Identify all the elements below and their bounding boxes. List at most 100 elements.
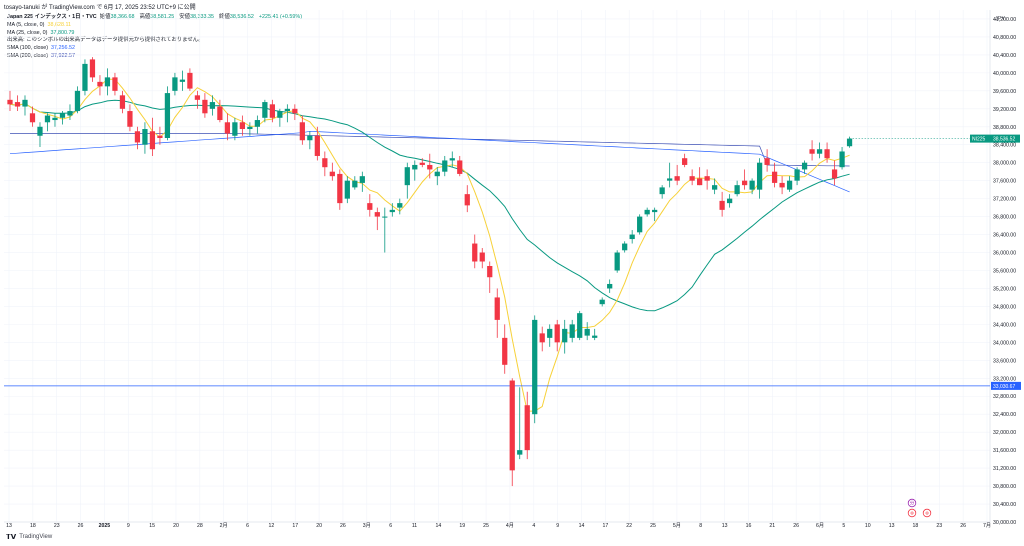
candle-body — [202, 99, 208, 114]
footer: 𝗧𝗩 TradingView — [6, 533, 52, 541]
candle-body — [352, 180, 358, 188]
candle-body — [794, 169, 800, 181]
legend-indicator-sma100[interactable]: SMA (100, close) 37,256.52 — [7, 45, 76, 52]
time-tick-label: 5月 — [673, 522, 681, 529]
legend-indicator-volume[interactable]: 出来高: このシンボルの出来高データはデータ提供元から提供されておりません。 — [7, 37, 204, 44]
candle-body — [824, 149, 830, 159]
candle-body — [846, 138, 853, 147]
candle-body — [764, 158, 770, 165]
candle-body — [44, 115, 51, 123]
candle-body — [831, 169, 838, 179]
split-event-icon — [907, 498, 917, 508]
time-tick-label: 26 — [78, 523, 84, 529]
candle-body — [599, 299, 605, 305]
time-tick-label: 3月 — [363, 522, 371, 529]
time-tick-label: 14 — [435, 523, 441, 529]
candle-body — [756, 162, 763, 190]
price-tick-label: 34,800.00 — [993, 304, 1016, 310]
current-symbol-label: NI225 — [972, 137, 986, 143]
candle-body — [547, 328, 553, 338]
candle-body — [359, 176, 365, 183]
candle-body — [337, 173, 343, 204]
candle-body — [569, 324, 575, 338]
price-tick-label: 30,400.00 — [993, 502, 1016, 508]
legend-indicator-ma25[interactable]: MA (25, close, 0) 37,800.79 — [7, 29, 75, 36]
candle-body — [37, 126, 43, 136]
candle-body — [412, 164, 418, 170]
time-tick-label: 13 — [722, 523, 728, 529]
candle-body — [164, 93, 171, 138]
candle-body — [7, 99, 13, 105]
candle-body — [209, 102, 216, 109]
price-tick-label: 33,600.00 — [993, 358, 1016, 364]
candle-body — [217, 106, 223, 121]
candle-body — [127, 111, 133, 127]
candle-body — [644, 209, 650, 215]
time-tick-label: 20 — [173, 523, 179, 529]
candle-body — [464, 194, 470, 206]
candle-body — [592, 335, 598, 338]
price-tick-label: 36,400.00 — [993, 233, 1016, 239]
ohlc-values: 始値38,366.68 高値38,581.25 安値38,333.35 終値38… — [100, 14, 302, 22]
candle-body — [839, 151, 845, 168]
candle-body — [749, 180, 755, 190]
ohlc-close: 終値38,536.52 — [219, 14, 254, 20]
candle-body — [682, 158, 688, 165]
candle-body — [637, 216, 643, 233]
earnings-event-icon-glyph: ⊗ — [925, 512, 929, 517]
candle-body — [382, 216, 388, 218]
price-tick-label: 30,000.00 — [993, 520, 1016, 526]
legend-indicator-ma5[interactable]: MA (5, close, 0) 38,628.11 — [7, 21, 72, 28]
current-price-label: 38,536.52 — [993, 137, 1015, 143]
earnings-event-icon — [922, 508, 932, 518]
time-tick-label: 26 — [960, 523, 966, 529]
ma5-line — [9, 78, 850, 412]
candle-body — [284, 108, 290, 112]
candle-body — [374, 212, 380, 217]
price-tick-label: 31,200.00 — [993, 466, 1016, 472]
time-tick-label: 7月 — [983, 522, 991, 529]
candle-body — [719, 200, 725, 210]
candle-body — [97, 81, 103, 87]
price-tick-label: 39,200.00 — [993, 107, 1016, 113]
price-tick-label: 32,400.00 — [993, 412, 1016, 418]
time-tick-label: 5 — [842, 523, 845, 529]
chart-legend: Japan 225 インデックス・1日・TVC 始値38,366.68 高値38… — [7, 14, 302, 61]
candle-body — [224, 122, 231, 134]
candle-body — [427, 164, 433, 170]
time-tick-label: 12 — [268, 523, 274, 529]
candle-body — [389, 209, 395, 213]
price-tick-label: 33,200.00 — [993, 376, 1016, 382]
legend-indicator-sma200[interactable]: SMA (200, close) 37,922.57 — [7, 52, 76, 59]
footer-brand[interactable]: TradingView — [19, 534, 53, 540]
candle-body — [277, 111, 283, 118]
candle-body — [307, 135, 313, 141]
price-tick-label: 37,200.00 — [993, 197, 1016, 203]
time-tick-label: 10 — [865, 523, 871, 529]
hline-price-tag — [991, 381, 1021, 390]
candle-body — [172, 77, 178, 91]
candle-body — [419, 162, 425, 165]
candle-body — [532, 319, 538, 415]
time-tick-label: 15 — [149, 523, 155, 529]
candle-body — [104, 77, 111, 87]
candle-body — [487, 266, 493, 278]
candle-body — [89, 59, 96, 78]
time-tick-label: 6 — [246, 523, 249, 529]
candle-body — [292, 108, 298, 114]
ohlc-open: 始値38,366.68 — [99, 14, 135, 20]
price-tick-label: 40,000.00 — [993, 71, 1016, 77]
candle-body — [629, 234, 635, 240]
time-tick-label: 8 — [699, 523, 702, 529]
time-tick-label: 11 — [412, 523, 417, 529]
time-tick-label: 16 — [746, 523, 752, 529]
symbol-title[interactable]: Japan 225 インデックス・1日・TVC — [7, 14, 97, 20]
candle-body — [472, 243, 478, 262]
price-tick-label: 36,800.00 — [993, 215, 1016, 221]
candle-body — [157, 135, 163, 138]
candle-body — [112, 77, 118, 91]
candle-body — [67, 111, 73, 116]
candle-body — [194, 95, 201, 100]
price-tick-label: 41,200.00 — [993, 17, 1016, 23]
